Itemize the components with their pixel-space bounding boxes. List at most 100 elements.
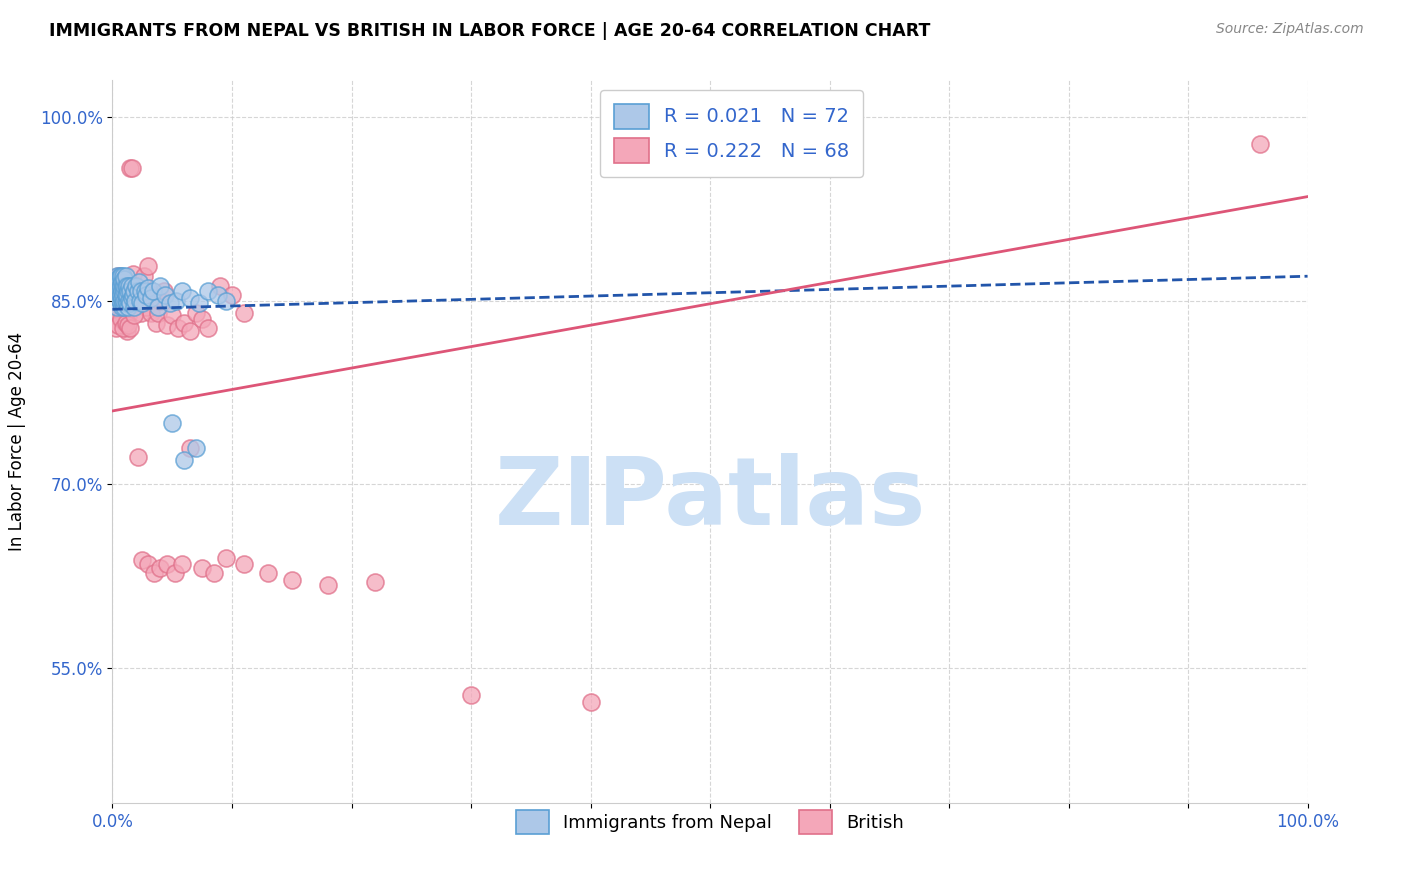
- Point: [112, 269, 135, 284]
- Point: [104, 293, 127, 308]
- Point: [120, 284, 142, 298]
- Point: [112, 287, 135, 301]
- Point: [105, 306, 128, 320]
- Point: [233, 306, 256, 320]
- Point: [121, 287, 143, 301]
- Point: [179, 291, 201, 305]
- Point: [112, 296, 135, 310]
- Point: [105, 300, 128, 314]
- Point: [110, 279, 132, 293]
- Point: [117, 318, 139, 333]
- Text: IMMIGRANTS FROM NEPAL VS BRITISH IN LABOR FORCE | AGE 20-64 CORRELATION CHART: IMMIGRANTS FROM NEPAL VS BRITISH IN LABO…: [49, 22, 931, 40]
- Point: [111, 284, 134, 298]
- Point: [170, 557, 193, 571]
- Point: [179, 324, 201, 338]
- Point: [142, 287, 165, 301]
- Point: [149, 279, 172, 293]
- Point: [179, 441, 201, 455]
- Point: [107, 291, 129, 305]
- Point: [115, 324, 138, 338]
- Point: [191, 560, 214, 574]
- Point: [121, 267, 143, 281]
- Point: [579, 695, 602, 709]
- Point: [165, 293, 187, 308]
- Point: [202, 566, 225, 580]
- Point: [114, 269, 136, 284]
- Point: [460, 688, 482, 702]
- Text: ZIPatlas: ZIPatlas: [495, 453, 925, 545]
- Point: [121, 279, 143, 293]
- Point: [115, 287, 138, 301]
- Point: [111, 306, 134, 320]
- Point: [135, 300, 157, 314]
- Point: [191, 312, 214, 326]
- Point: [108, 279, 131, 293]
- Point: [143, 566, 166, 580]
- Point: [122, 284, 145, 298]
- Point: [162, 416, 183, 430]
- Point: [128, 291, 150, 305]
- Point: [120, 161, 142, 176]
- Point: [207, 287, 229, 301]
- Point: [108, 293, 131, 308]
- Point: [115, 296, 138, 310]
- Point: [114, 271, 135, 285]
- Point: [138, 260, 160, 274]
- Point: [156, 557, 179, 571]
- Point: [118, 279, 141, 293]
- Point: [110, 312, 132, 326]
- Point: [159, 296, 181, 310]
- Point: [127, 284, 149, 298]
- Point: [197, 284, 219, 298]
- Point: [187, 296, 209, 310]
- Point: [128, 276, 150, 290]
- Point: [125, 284, 148, 298]
- Point: [127, 450, 149, 465]
- Point: [125, 279, 148, 293]
- Point: [197, 320, 219, 334]
- Point: [134, 284, 156, 298]
- Point: [145, 316, 167, 330]
- Point: [105, 279, 128, 293]
- Point: [121, 291, 143, 305]
- Point: [112, 279, 135, 293]
- Point: [107, 271, 129, 285]
- Point: [135, 287, 157, 301]
- Point: [111, 300, 134, 314]
- Point: [114, 316, 135, 330]
- Point: [114, 279, 135, 293]
- Point: [139, 306, 162, 320]
- Point: [111, 276, 134, 290]
- Point: [163, 566, 186, 580]
- Point: [124, 293, 146, 308]
- Point: [105, 269, 128, 284]
- Point: [153, 287, 176, 301]
- Point: [129, 306, 152, 320]
- Point: [146, 306, 169, 320]
- Point: [170, 284, 193, 298]
- Point: [138, 281, 160, 295]
- Point: [124, 279, 146, 293]
- Point: [122, 309, 145, 323]
- Point: [118, 306, 141, 320]
- Point: [114, 300, 135, 314]
- Y-axis label: In Labor Force | Age 20-64: In Labor Force | Age 20-64: [8, 332, 25, 551]
- Point: [114, 287, 136, 301]
- Point: [149, 560, 172, 574]
- Point: [186, 306, 208, 320]
- Point: [1249, 136, 1271, 151]
- Point: [115, 279, 138, 293]
- Point: [149, 293, 172, 308]
- Point: [129, 284, 152, 298]
- Point: [120, 320, 142, 334]
- Point: [215, 550, 238, 565]
- Point: [105, 284, 128, 298]
- Point: [117, 309, 139, 323]
- Point: [114, 293, 135, 308]
- Point: [257, 566, 280, 580]
- Point: [221, 287, 243, 301]
- Point: [105, 284, 128, 298]
- Point: [112, 320, 135, 334]
- Point: [111, 291, 134, 305]
- Point: [112, 296, 135, 310]
